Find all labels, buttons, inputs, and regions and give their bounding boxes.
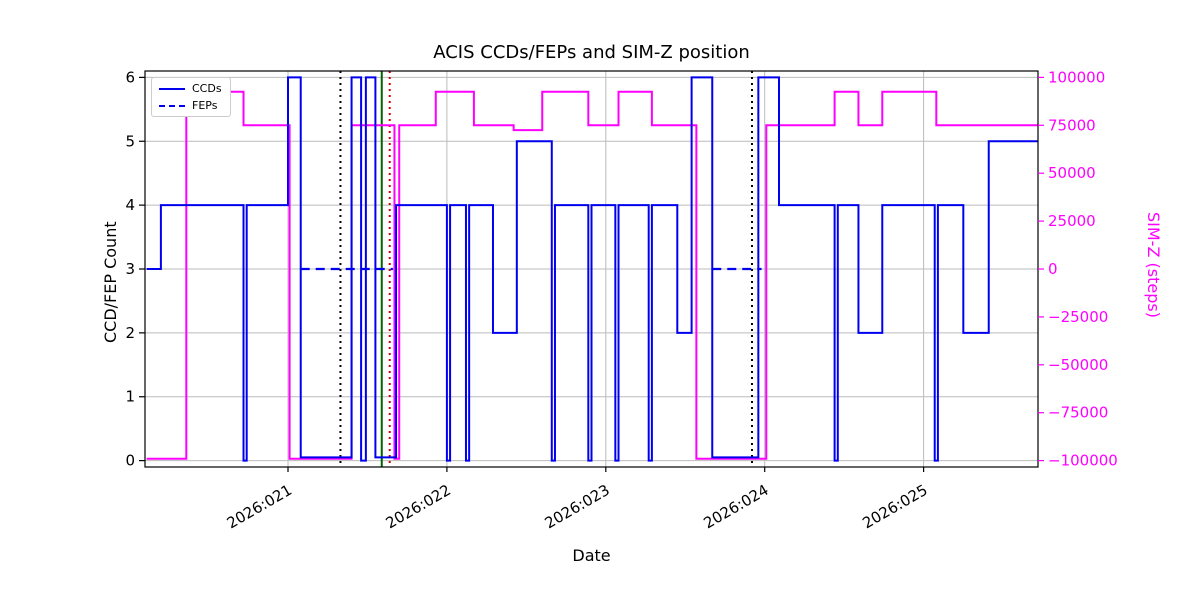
tick-label: 2026:021: [224, 481, 295, 533]
tick-label: −75000: [1048, 404, 1108, 422]
feps-line-sample-icon: [159, 104, 185, 107]
tick-label: 100000: [1048, 68, 1105, 86]
tick-label: −50000: [1048, 356, 1108, 374]
legend-item-ccds: CCDs: [159, 83, 222, 94]
y-axis-label-left: CCD/FEP Count: [101, 221, 120, 343]
tick-label: 2026:022: [383, 481, 454, 533]
legend-label-feps: FEPs: [192, 99, 218, 112]
ccds-line-sample-icon: [159, 87, 185, 90]
chart-title: ACIS CCDs/FEPs and SIM-Z position: [433, 42, 750, 63]
tick-label: −100000: [1048, 452, 1118, 470]
x-axis-label: Date: [572, 546, 611, 565]
legend: CCDs FEPs: [151, 77, 231, 117]
tick-label: 2026:024: [700, 481, 771, 533]
tick-label: 25000: [1048, 212, 1096, 230]
series-ccds: [146, 76, 1038, 462]
tick-label: 1: [125, 388, 135, 406]
legend-item-feps: FEPs: [159, 100, 222, 111]
tick-label: 6: [125, 68, 135, 86]
tick-label: −25000: [1048, 308, 1108, 326]
tick-label: 2026:025: [859, 481, 930, 533]
series-sim-z: [146, 90, 1038, 460]
tick-label: 2: [125, 324, 135, 342]
legend-label-ccds: CCDs: [192, 82, 222, 95]
tick-label: 0: [1048, 260, 1058, 278]
tick-label: 50000: [1048, 164, 1096, 182]
tick-label: 75000: [1048, 116, 1096, 134]
tick-label: 2026:023: [542, 481, 613, 533]
y-axis-label-right: SIM-Z (steps): [1144, 212, 1163, 318]
tick-label: 4: [125, 196, 135, 214]
tick-label: 3: [125, 260, 135, 278]
tick-label: 5: [125, 132, 135, 150]
tick-label: 0: [125, 452, 135, 470]
